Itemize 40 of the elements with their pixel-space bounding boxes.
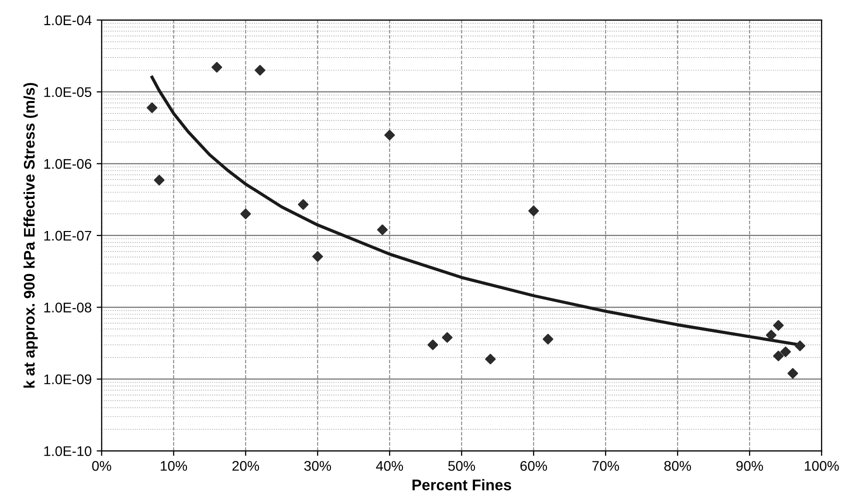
x-tick-label: 60% (520, 460, 548, 471)
y-tick-label: 1.0E-05 (44, 87, 92, 98)
x-tick-label: 70% (592, 460, 620, 471)
x-tick-label: 10% (160, 460, 188, 471)
point (485, 354, 496, 364)
y-tick-label: 1.0E-06 (44, 158, 92, 169)
point (154, 174, 165, 186)
y-tick-label: 1.0E-08 (44, 302, 92, 312)
y-axis-title: k at approx. 900 kPa Effective Stress (m/s) (23, 82, 38, 388)
x-tick-label: 50% (448, 460, 476, 471)
point (240, 208, 251, 220)
point (312, 251, 323, 262)
x-tick-label: 0% (92, 460, 112, 471)
y-tick-label: 1.0E-07 (44, 230, 92, 241)
point (766, 330, 776, 340)
point (377, 224, 388, 236)
point (442, 332, 453, 343)
point (528, 206, 539, 216)
point (542, 334, 554, 344)
x-tick-label: 40% (376, 460, 404, 471)
point (773, 350, 784, 362)
point (428, 340, 438, 350)
x-tick-label: 100% (804, 460, 839, 471)
y-tick-label: 1.0E-04 (44, 15, 92, 26)
point (787, 368, 798, 379)
x-tick-label: 90% (736, 460, 763, 471)
x-tick-label: 80% (664, 460, 692, 471)
point (384, 130, 395, 140)
point (212, 62, 222, 73)
x-axis-title: Percent Fines (412, 479, 512, 490)
point (773, 320, 784, 331)
point (254, 64, 266, 76)
x-tick-label: 30% (304, 460, 332, 471)
y-tick-label: 1.0E-10 (44, 446, 92, 456)
y-tick-label: 1.0E-09 (44, 374, 92, 384)
point (794, 340, 806, 352)
point (298, 199, 309, 210)
point (146, 102, 158, 114)
point (780, 346, 791, 358)
x-tick-label: 20% (232, 460, 260, 471)
